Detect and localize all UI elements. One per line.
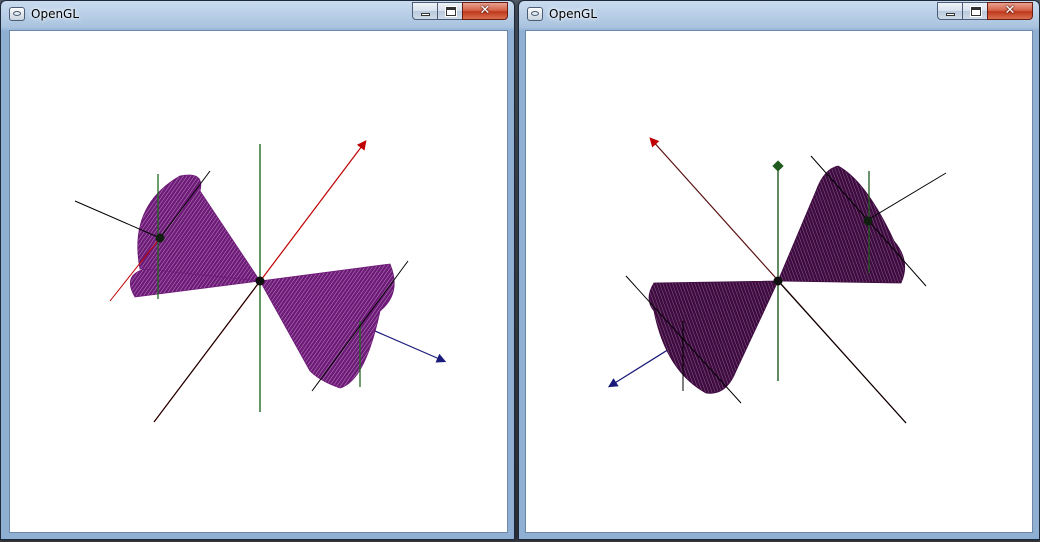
cone-upper-right: [777, 165, 906, 284]
scene-right: [607, 137, 947, 424]
x-axis-negative: [153, 280, 261, 423]
cone-upper-left: [137, 174, 261, 282]
x-axis-positive: [777, 280, 907, 424]
minimize-icon: [421, 13, 430, 16]
origin-marker: [773, 276, 783, 286]
cone-lower-right: [259, 263, 395, 389]
local-axis-black: [74, 200, 161, 239]
window-title: OpenGL: [549, 7, 598, 21]
window-title: OpenGL: [31, 7, 80, 21]
scene-left: [74, 140, 447, 423]
opengl-window-left[interactable]: OpenGL ✕: [0, 0, 515, 540]
minimize-icon: [946, 13, 955, 16]
title-bar[interactable]: OpenGL ✕: [1, 1, 514, 29]
maximize-button[interactable]: [962, 2, 988, 20]
local-origin-marker: [863, 216, 873, 226]
local-axis-red: [109, 237, 161, 302]
opengl-app-icon[interactable]: [9, 7, 25, 21]
close-button[interactable]: ✕: [987, 2, 1033, 20]
cone-lower-lip: [129, 268, 261, 298]
maximize-button[interactable]: [437, 2, 463, 20]
local-origin-marker: [155, 233, 165, 243]
window-controls: ✕: [412, 2, 508, 22]
local-axis-black-3: [311, 260, 409, 392]
maximize-icon: [445, 6, 457, 17]
close-button[interactable]: ✕: [462, 2, 508, 20]
title-bar[interactable]: OpenGL ✕: [519, 1, 1039, 29]
origin-marker: [255, 276, 265, 286]
local-axis-black-2: [159, 170, 211, 239]
opengl-viewport-right[interactable]: [525, 30, 1033, 533]
opengl-viewport-left[interactable]: [9, 30, 508, 533]
maximize-icon: [970, 6, 982, 17]
opengl-app-icon[interactable]: [527, 7, 543, 21]
local-axis-black-3: [865, 172, 947, 222]
minimize-button[interactable]: [937, 2, 963, 20]
close-icon: ✕: [479, 3, 491, 18]
opengl-window-right[interactable]: OpenGL ✕: [518, 0, 1040, 540]
close-icon: ✕: [1004, 3, 1016, 18]
cone-lower-left: [648, 280, 779, 394]
minimize-button[interactable]: [412, 2, 438, 20]
window-controls: ✕: [937, 2, 1033, 22]
